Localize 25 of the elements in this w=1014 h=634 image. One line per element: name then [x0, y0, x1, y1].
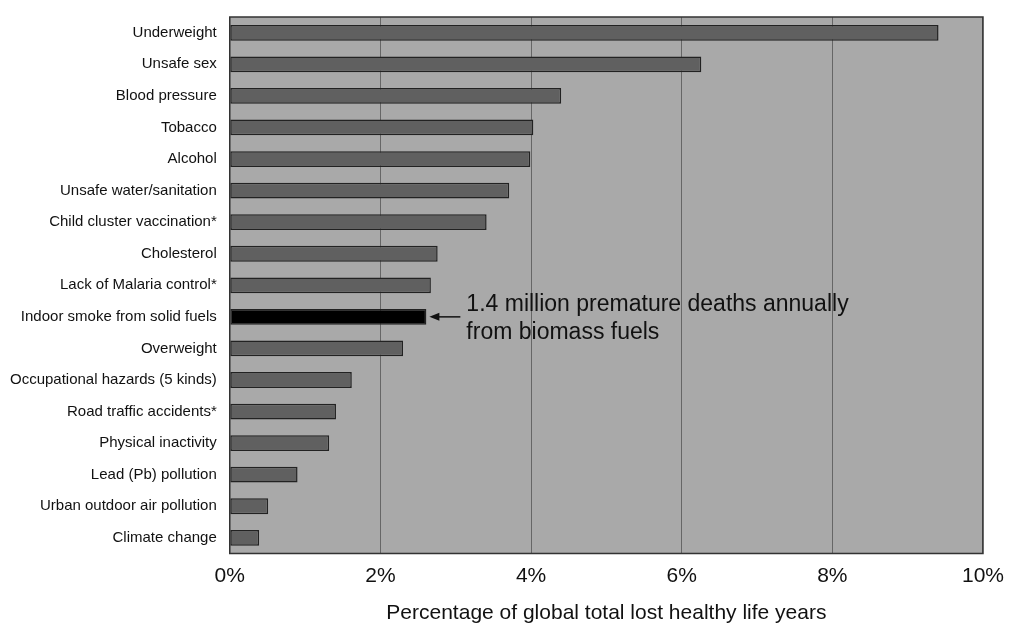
- x-tick-label: 6%: [666, 563, 697, 586]
- y-tick-label: Lack of Malaria control*: [60, 275, 217, 293]
- y-tick-label: Underweight: [132, 22, 218, 40]
- y-tick-label: Unsafe sex: [141, 54, 218, 72]
- y-tick-label: Lead (Pb) pollution: [90, 464, 217, 482]
- x-tick-label: 4%: [515, 563, 547, 586]
- y-tick-label: Occupational hazards (5 kinds): [9, 370, 217, 388]
- y-tick-label: Climate change: [112, 527, 217, 545]
- y-tick-label: Indoor smoke from solid fuels: [20, 307, 217, 325]
- y-tick-label: Physical inactivity: [99, 433, 218, 451]
- annotation: 1.4 million premature deaths annually from biomass fuels: [466, 290, 850, 345]
- x-tick-label: 10%: [961, 563, 1004, 586]
- y-tick-label: Overweight: [140, 338, 218, 356]
- y-tick-label: Road traffic accidents*: [66, 401, 217, 419]
- x-tick-label: 2%: [365, 563, 396, 586]
- y-tick-label: Urban outdoor air pollution: [39, 496, 217, 514]
- x-tick-label: 8%: [817, 563, 848, 586]
- x-tick-label: 0%: [214, 563, 245, 586]
- x-axis-title: Percentage of global total lost healthy life years: [386, 600, 827, 624]
- y-tick-label: Cholesterol: [140, 243, 217, 261]
- y-tick-label: Alcohol: [167, 149, 217, 167]
- y-tick-label: Tobacco: [160, 117, 217, 135]
- y-tick-label: Child cluster vaccination*: [49, 212, 217, 230]
- y-tick-label: Blood pressure: [115, 86, 217, 104]
- y-tick-label: Unsafe water/sanitation: [60, 180, 217, 198]
